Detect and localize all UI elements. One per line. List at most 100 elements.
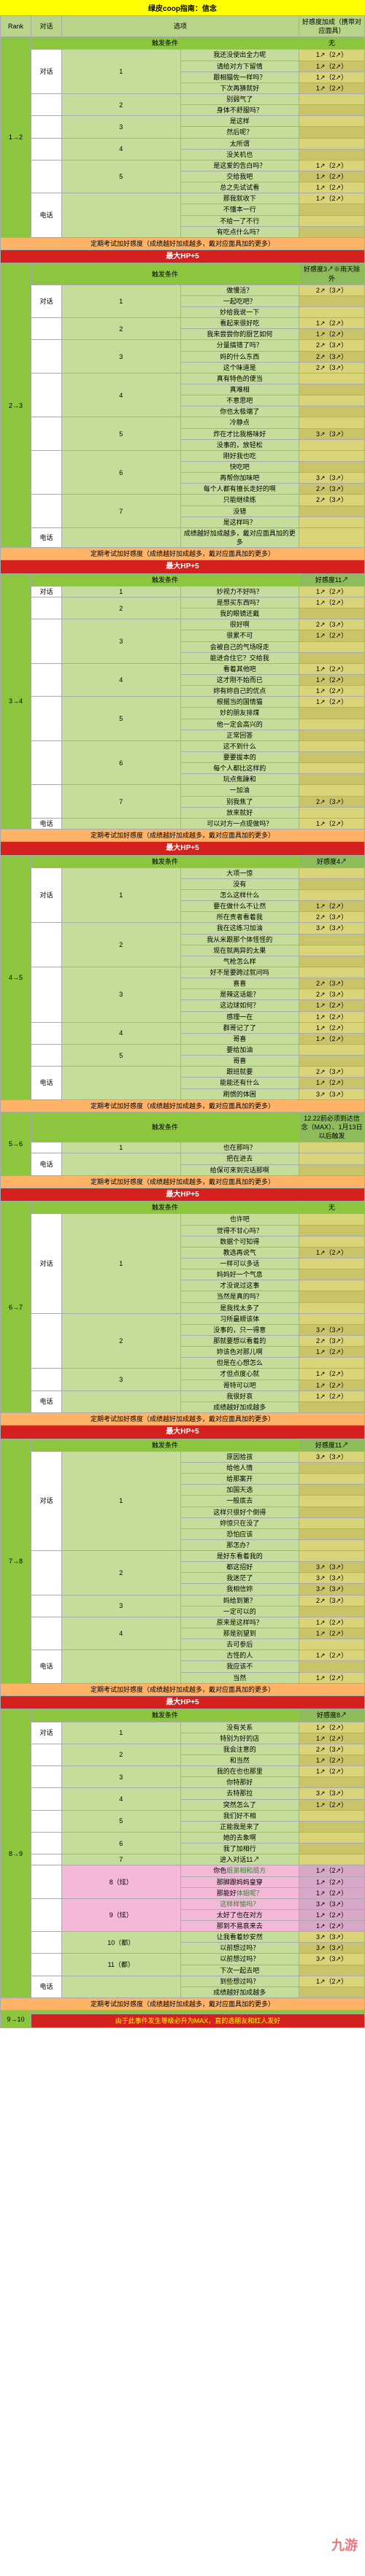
bonus-cell xyxy=(299,1358,365,1369)
option-cell: 和当然 xyxy=(180,1755,299,1765)
bonus-cell: 3↗（3↗） xyxy=(299,1584,365,1595)
bonus-cell: 1↗（2↗） xyxy=(299,675,365,686)
exam-note: 定期考试加好感度（成绩越好加成越多，戴对应面具加的更多） xyxy=(1,237,365,250)
num-cell: 3 xyxy=(62,1766,181,1788)
bonus-cell xyxy=(299,384,365,395)
bonus-cell: 3↗（3↗） xyxy=(299,1562,365,1573)
option-cell: 这个味道是 xyxy=(180,362,299,373)
option-cell: 我很好哀 xyxy=(180,1391,299,1401)
topic-cell xyxy=(31,1142,62,1153)
trigger-value: 无 xyxy=(299,37,365,50)
bonus-cell xyxy=(299,461,365,472)
bonus-cell xyxy=(299,1639,365,1650)
topic-cell: 电话 xyxy=(31,818,62,829)
bonus-cell xyxy=(299,774,365,785)
option-cell: 这才刚不始而已 xyxy=(180,675,299,686)
num-cell: 2 xyxy=(62,1551,181,1596)
option-cell: 很好啊 xyxy=(180,619,299,630)
bonus-cell xyxy=(299,956,365,967)
bonus-cell: 1↗（2↗） xyxy=(299,182,365,193)
option-cell: 也许吧 xyxy=(180,1214,299,1225)
option-cell: 跟班就要 xyxy=(180,1067,299,1078)
bonus-cell xyxy=(299,105,365,116)
option-cell: 觉得不甘心吗？ xyxy=(180,1225,299,1236)
option-cell: 我会注意的 xyxy=(180,1744,299,1755)
bonus-cell: 2↗（3↗） xyxy=(299,1067,365,1078)
exam-note: 定期考试加好感度（成绩越好加成越多，戴对应面具加的更多） xyxy=(1,1175,365,1188)
option-cell: 跟相猫佐一样吗？ xyxy=(180,71,299,82)
option-cell: 我在这练习加油 xyxy=(180,923,299,934)
option-cell: 特别为好的店 xyxy=(180,1733,299,1744)
option-cell: 炸在才比我格味好 xyxy=(180,428,299,439)
bonus-cell xyxy=(299,127,365,138)
bonus-cell xyxy=(299,1142,365,1153)
option-cell: 去可参后 xyxy=(180,1639,299,1650)
num-cell: 1 xyxy=(62,867,181,923)
exam-note: 定期考试加好感度（成绩越好加成越多，戴对应面具加的更多） xyxy=(1,829,365,841)
option-cell: 没错 xyxy=(180,506,299,517)
option-cell: 根据当的国情猫 xyxy=(180,697,299,708)
topic-cell: 电话 xyxy=(31,527,62,547)
exam-note: 定期考试加好感度（成绩越好加成越多，戴对应面具加的更多） xyxy=(1,1683,365,1695)
bonus-cell: 1↗（2↗） xyxy=(299,1722,365,1733)
option-cell: 每个人都有擅长走好的啊 xyxy=(180,484,299,495)
bonus-cell xyxy=(299,517,365,527)
option-cell: 我的眼镜还戴 xyxy=(180,608,299,619)
rank-label: 1→2 xyxy=(1,37,31,238)
bonus-cell xyxy=(299,1474,365,1485)
num-cell: 1 xyxy=(62,1451,181,1550)
option-cell: 总之先试试看 xyxy=(180,182,299,193)
num-cell: 7 xyxy=(62,1854,181,1865)
bonus-cell xyxy=(299,93,365,104)
rank-label: 7→8 xyxy=(1,1439,31,1683)
topic-cell xyxy=(31,1932,62,1954)
option-cell: 每个人都比这样的 xyxy=(180,763,299,774)
num-cell: 6 xyxy=(62,1832,181,1854)
bonus-cell: 1↗（2↗） xyxy=(299,1887,365,1898)
option-cell: 大项一惊 xyxy=(180,867,299,878)
trigger-label: 触发条件 xyxy=(31,1709,299,1722)
option-cell: 不懂本一行 xyxy=(180,204,299,215)
bonus-cell: 3↗（3↗） xyxy=(299,1788,365,1799)
option-cell: 他一定会高兴的 xyxy=(180,719,299,730)
topic-cell: 电话 xyxy=(31,1067,62,1099)
bonus-cell: 1↗（2↗） xyxy=(299,1628,365,1639)
bonus-cell: 1↗（2↗） xyxy=(299,1976,365,1987)
bonus-cell: 3↗（3↗） xyxy=(299,1324,365,1335)
topic-cell xyxy=(31,740,62,785)
option-cell: 一起吃吧？ xyxy=(180,295,299,306)
maxhp-bar: 最大HP+5 xyxy=(1,1426,365,1439)
option-cell: 到些想过吗？ xyxy=(180,1976,299,1987)
bonus-cell xyxy=(299,890,365,901)
bonus-cell xyxy=(299,967,365,978)
option-cell: 我来尝尝你的厨艺如何 xyxy=(180,329,299,340)
trigger-value: 无 xyxy=(299,1202,365,1214)
bonus-cell: 1↗（2↗） xyxy=(299,1369,365,1380)
bonus-cell xyxy=(299,1313,365,1324)
option-cell: 别弱气了 xyxy=(180,93,299,104)
option-cell: 分量搞错了吗？ xyxy=(180,340,299,351)
num-cell: 3 xyxy=(62,1369,181,1391)
bonus-cell: 3↗（3↗） xyxy=(299,428,365,439)
bonus-cell xyxy=(299,1485,365,1496)
num-cell: 1 xyxy=(62,586,181,597)
option-cell: 她的去象啊 xyxy=(180,1832,299,1843)
bonus-cell xyxy=(299,1164,365,1175)
num-cell: 9（炫） xyxy=(62,1898,181,1931)
bonus-cell xyxy=(299,149,365,160)
num-cell: 2 xyxy=(62,1744,181,1765)
bonus-cell xyxy=(299,1056,365,1067)
option-cell: 一般底去 xyxy=(180,1496,299,1506)
num-cell: 4 xyxy=(62,1788,181,1810)
option-cell: 以前想过吗？ xyxy=(180,1943,299,1954)
bonus-cell xyxy=(299,1517,365,1528)
bonus-cell: 1↗（2↗） xyxy=(299,171,365,182)
option-cell: 是想买东西吗？ xyxy=(180,597,299,608)
bonus-cell xyxy=(299,641,365,652)
option-cell: 是辣这话能？ xyxy=(180,989,299,1000)
bonus-cell: 1↗（2↗） xyxy=(299,1766,365,1777)
bonus-cell: 1↗（2↗） xyxy=(299,1755,365,1765)
bonus-cell xyxy=(299,1258,365,1269)
bonus-cell: 1↗（2↗） xyxy=(299,61,365,71)
option-cell: 把在进去 xyxy=(180,1153,299,1164)
